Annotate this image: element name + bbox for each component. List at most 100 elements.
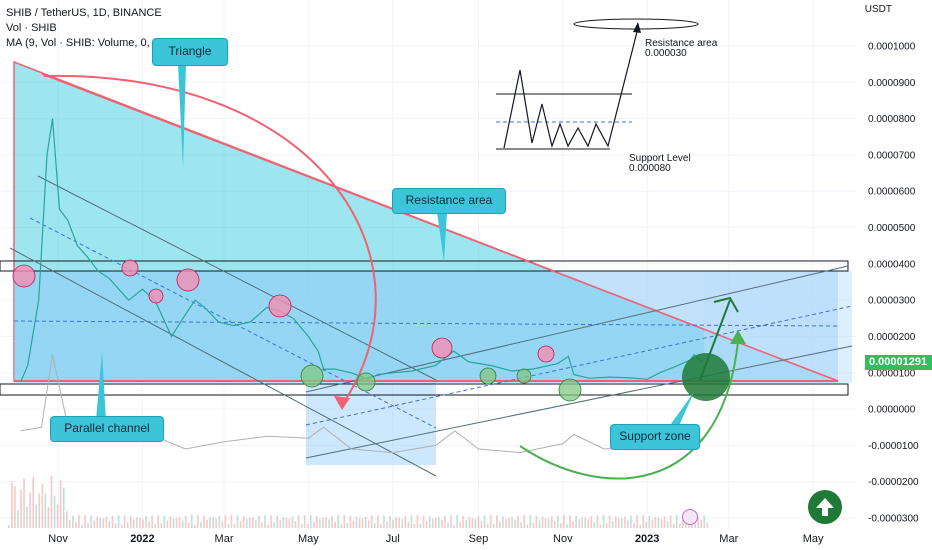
volume-bar (224, 515, 227, 528)
volume-legend[interactable]: Vol · SHIB (6, 22, 57, 34)
volume-bar (642, 515, 644, 528)
triangle-callout-pointer (178, 64, 186, 168)
volume-bar (349, 515, 352, 528)
volume-bar (392, 519, 394, 528)
volume-bar (172, 518, 175, 528)
volume-bar (316, 516, 318, 528)
forecast-arrowhead (713, 296, 739, 313)
ma-legend[interactable]: MA (9, Vol · SHIB: Volume, 0, SMA, 5) (6, 37, 193, 49)
volume-bar (547, 518, 550, 528)
mid-range-dashed (13, 320, 839, 327)
volume-bar (569, 515, 571, 528)
volume-bar (306, 524, 309, 528)
volume-bar (486, 523, 489, 528)
volume-bar (166, 520, 169, 528)
volume-bar (398, 517, 400, 528)
ascending-mid (305, 305, 853, 426)
volume-bar (648, 515, 651, 528)
volume-bar (56, 504, 59, 528)
volume-bar (236, 515, 239, 528)
volume-bar (410, 515, 413, 528)
volume-bar (474, 518, 477, 528)
volume-bar (331, 515, 333, 528)
boost-button[interactable] (808, 490, 842, 524)
support-zone-circle (682, 353, 730, 401)
volume-bar (209, 517, 211, 528)
volume-bar (413, 524, 416, 528)
axis-unit-label[interactable]: USDT (864, 4, 892, 15)
support-markers (300, 364, 582, 402)
volume-bar (230, 515, 233, 528)
volume-bar (133, 519, 135, 528)
volume-bar (675, 515, 678, 528)
volume-bar (355, 516, 358, 528)
arrow-up-icon (816, 498, 834, 516)
volume-bar (553, 520, 556, 528)
volume-bar (32, 476, 34, 528)
volume-bar (136, 517, 138, 528)
volume-bar (65, 511, 68, 528)
volume-bar (654, 517, 657, 528)
volume-bar (633, 522, 635, 528)
x-tick-label: Sep (469, 533, 489, 545)
volume-bar (532, 522, 535, 528)
volume-bar (422, 515, 425, 528)
volume-bar (184, 515, 187, 528)
volume-bar (291, 516, 294, 528)
volume-bar (447, 522, 449, 528)
volume-bar (444, 515, 446, 528)
volume-bar (169, 516, 172, 528)
volume-bar (261, 522, 263, 528)
volume-bar (395, 517, 397, 528)
y-tick-label: 0.0000400 (868, 259, 916, 270)
volume-bar (191, 515, 193, 528)
volume-bar (679, 523, 681, 528)
volume-bar (309, 515, 312, 528)
time-axis[interactable]: Nov 2022 Mar May Jul Sep Nov 2023 Mar May (48, 533, 824, 545)
volume-bar (108, 520, 111, 528)
volume-bar (294, 520, 297, 528)
volume-bar (218, 516, 221, 528)
volume-bar (621, 518, 623, 528)
volume-bar (462, 515, 465, 528)
flash-icon[interactable] (682, 509, 698, 525)
volume-bar (117, 515, 120, 528)
chart-legend[interactable]: SHIB / TetherUS, 1D, BINANCE Vol · SHIB … (6, 6, 192, 51)
volume-bar (496, 515, 498, 528)
volume-bar (300, 523, 303, 528)
volume-bar (187, 522, 190, 528)
volume-bar (557, 515, 559, 528)
volume-bar (53, 495, 56, 528)
volume-bar (279, 520, 282, 528)
volume-bar (346, 522, 349, 528)
resistance-callout: Resistance area (392, 188, 506, 214)
volume-bar (499, 521, 501, 528)
volume-bar (529, 515, 532, 528)
ascending-lower (305, 345, 853, 459)
price-axis[interactable]: 0.0001000 0.0000900 0.0000800 0.0000700 0.00… (868, 42, 919, 525)
volume-bar (123, 515, 126, 528)
volume-bar (523, 515, 526, 528)
symbol-title[interactable]: SHIB / TetherUS, 1D, BINANCE (6, 7, 162, 19)
x-tick-label: May (298, 533, 319, 545)
support-callout-pointer (668, 392, 694, 428)
volume-bar (126, 521, 129, 528)
volume-bar (404, 516, 407, 528)
volume-bar (215, 519, 217, 528)
parallel-callout-pointer (96, 352, 106, 420)
volume-bar (242, 516, 245, 528)
volume-bar (660, 519, 663, 528)
volume-bar (72, 515, 74, 528)
volume-bar (587, 519, 590, 528)
volume-bar (328, 519, 330, 528)
volume-bar (685, 521, 687, 528)
volume-bar (151, 515, 153, 528)
volume-bar (703, 515, 705, 528)
x-tick-label: 2022 (130, 533, 154, 545)
volume-bar (99, 518, 102, 528)
volume-bar (566, 524, 568, 528)
volume-bar (605, 523, 608, 528)
volume-bar (425, 520, 428, 528)
volume-bar (480, 521, 483, 528)
